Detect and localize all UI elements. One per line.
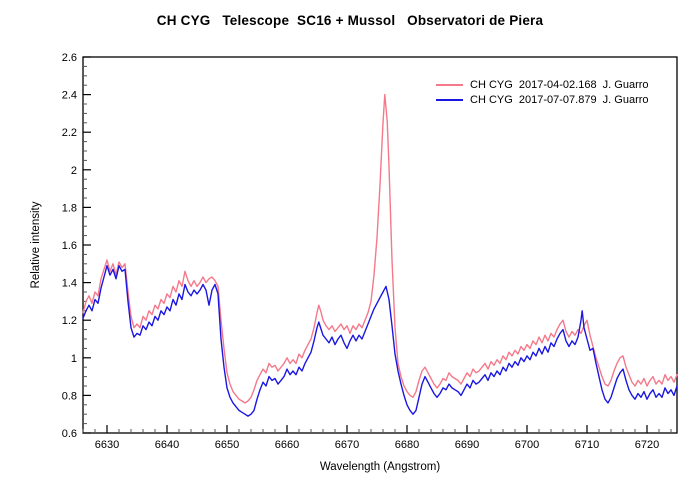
legend-label: CH CYG 2017-04-02.168 J. Guarro [470,78,649,91]
x-tick-label: 6650 [215,439,239,451]
y-tick-label: 2.4 [62,90,77,102]
plot-frame [82,56,678,434]
x-tick-label: 6640 [155,439,179,451]
y-tick-label: 0.8 [62,390,77,402]
y-tick-label: 2.6 [62,52,77,64]
spectrum-line-0 [82,93,678,404]
x-tick-label: 6700 [515,439,539,451]
legend-line-swatch-blue [436,98,463,101]
y-tick-label: 2 [71,165,77,177]
x-tick-label: 6680 [395,439,419,451]
y-tick-label: 1.2 [62,315,77,327]
y-tick-label: 2.2 [62,127,77,139]
chart-title: CH CYG Telescope SC16 + Mussol Observato… [156,13,544,28]
x-tick-label: 6710 [575,439,599,451]
x-tick-label: 6720 [635,439,659,451]
legend-item-2017-04: CH CYG 2017-04-02.168 J. Guarro [436,77,649,92]
x-tick-label: 6670 [335,439,359,451]
legend: CH CYG 2017-04-02.168 J. Guarro CH CYG 2… [436,77,649,107]
y-tick-label: 0.6 [62,428,77,440]
x-axis-title: Wavelength (Angstrom) [319,461,441,473]
x-tick-label: 6660 [275,439,299,451]
y-axis-title: Relative intensity [30,201,42,289]
y-tick-label: 1.6 [62,240,77,252]
y-tick-label: 1 [71,353,77,365]
spectrum-line-1 [82,265,678,417]
legend-item-2017-07: CH CYG 2017-07-07.879 J. Guarro [436,92,649,107]
legend-label: CH CYG 2017-07-07.879 J. Guarro [470,93,649,106]
y-tick-label: 1.4 [62,278,77,290]
x-tick-label: 6630 [95,439,119,451]
legend-line-swatch-pink [436,83,463,86]
x-tick-label: 6690 [455,439,479,451]
y-tick-label: 1.8 [62,202,77,214]
